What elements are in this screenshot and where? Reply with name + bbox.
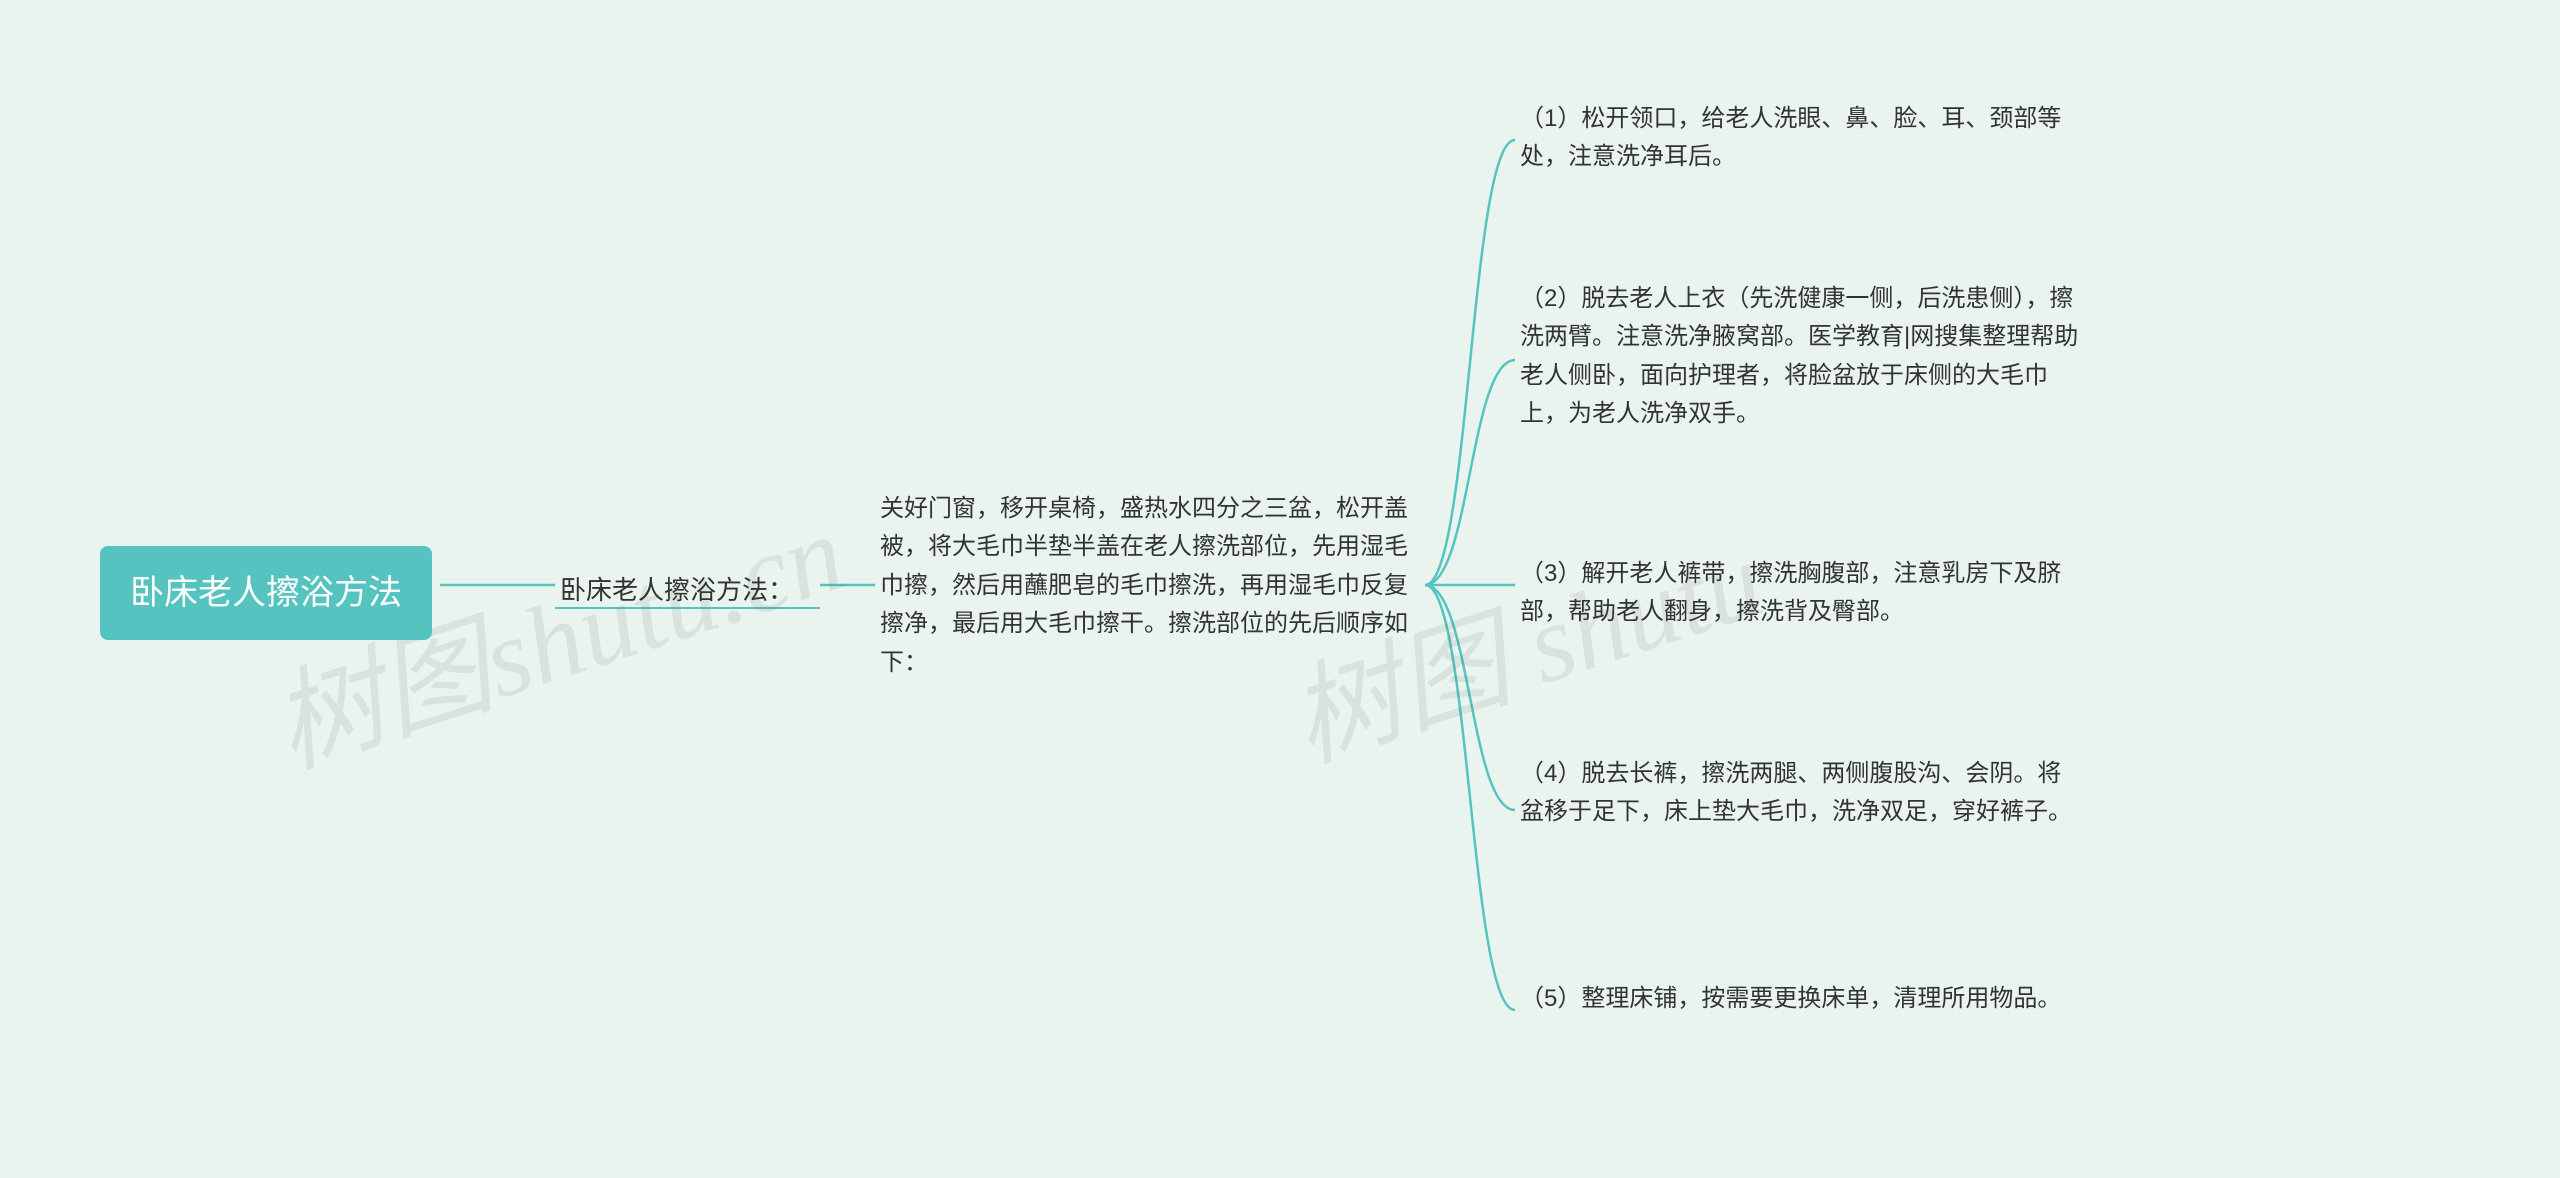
root-node[interactable]: 卧床老人擦浴方法 [100, 546, 432, 640]
leaf-label: （2）脱去老人上衣（先洗健康一侧，后洗患侧），擦洗两臂。注意洗净腋窝部。医学教育… [1520, 285, 2078, 427]
level3-label: 关好门窗，移开桌椅，盛热水四分之三盆，松开盖被，将大毛巾半垫半盖在老人擦洗部位，… [880, 495, 1408, 676]
leaf-node-1[interactable]: （1）松开领口，给老人洗眼、鼻、脸、耳、颈部等处，注意洗净耳后。 [1520, 100, 2080, 177]
root-label: 卧床老人擦浴方法 [130, 574, 402, 612]
level2-label: 卧床老人擦浴方法： [560, 575, 794, 605]
leaf-label: （1）松开领口，给老人洗眼、鼻、脸、耳、颈部等处，注意洗净耳后。 [1520, 105, 2061, 170]
level2-node[interactable]: 卧床老人擦浴方法： [560, 570, 794, 612]
leaf-label: （5）整理床铺，按需要更换床单，清理所用物品。 [1520, 985, 2061, 1012]
leaf-label: （4）脱去长裤，擦洗两腿、两侧腹股沟、会阴。将盆移于足下，床上垫大毛巾，洗净双足… [1520, 760, 2072, 825]
leaf-node-5[interactable]: （5）整理床铺，按需要更换床单，清理所用物品。 [1520, 980, 2080, 1018]
level3-node[interactable]: 关好门窗，移开桌椅，盛热水四分之三盆，松开盖被，将大毛巾半垫半盖在老人擦洗部位，… [880, 490, 1420, 682]
leaf-node-4[interactable]: （4）脱去长裤，擦洗两腿、两侧腹股沟、会阴。将盆移于足下，床上垫大毛巾，洗净双足… [1520, 755, 2080, 832]
leaf-node-2[interactable]: （2）脱去老人上衣（先洗健康一侧，后洗患侧），擦洗两臂。注意洗净腋窝部。医学教育… [1520, 280, 2080, 434]
leaf-label: （3）解开老人裤带，擦洗胸腹部，注意乳房下及脐部，帮助老人翻身，擦洗背及臀部。 [1520, 560, 2061, 625]
leaf-node-3[interactable]: （3）解开老人裤带，擦洗胸腹部，注意乳房下及脐部，帮助老人翻身，擦洗背及臀部。 [1520, 555, 2080, 632]
